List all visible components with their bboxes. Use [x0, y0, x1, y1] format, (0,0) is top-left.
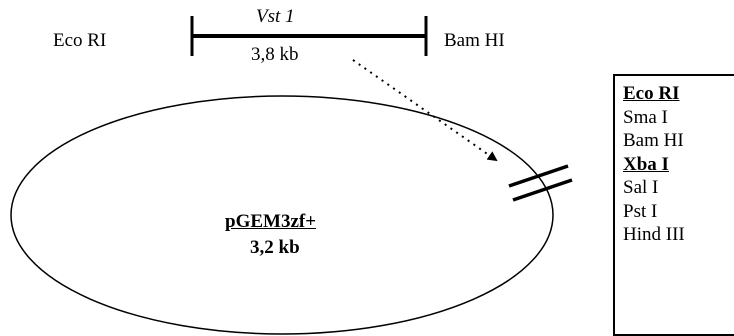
insert-left-site: Eco RI: [53, 30, 107, 51]
insertion-arrow: [352, 59, 498, 162]
plasmid-name: pGEM3zf+: [225, 211, 317, 232]
mcs-site-bam-hi: Bam HI: [623, 130, 684, 151]
mcs-site-eco-ri: Eco RI: [623, 83, 680, 104]
plasmid-circle: [10, 95, 554, 335]
insert-right-site: Bam HI: [444, 30, 505, 51]
mcs-site-pst-i: Pst I: [623, 200, 658, 222]
mcs-site-list: Eco RI Sma I Bam HI Xba I Sal I Pst I Hi…: [613, 74, 734, 336]
insert-size: 3,8 kb: [251, 44, 299, 65]
mcs-site-hind-iii: Hind III: [623, 224, 685, 245]
mcs-site-sma-i: Sma I: [623, 106, 668, 128]
insert-name: Vst 1: [256, 6, 295, 27]
cloning-site-marks: [508, 164, 573, 202]
mcs-site-sal-i: Sal I: [623, 177, 659, 198]
mcs-site-xba-i: Xba I: [623, 153, 669, 175]
plasmid-size: 3,2 kb: [250, 237, 300, 258]
insert-fragment: [190, 16, 428, 56]
